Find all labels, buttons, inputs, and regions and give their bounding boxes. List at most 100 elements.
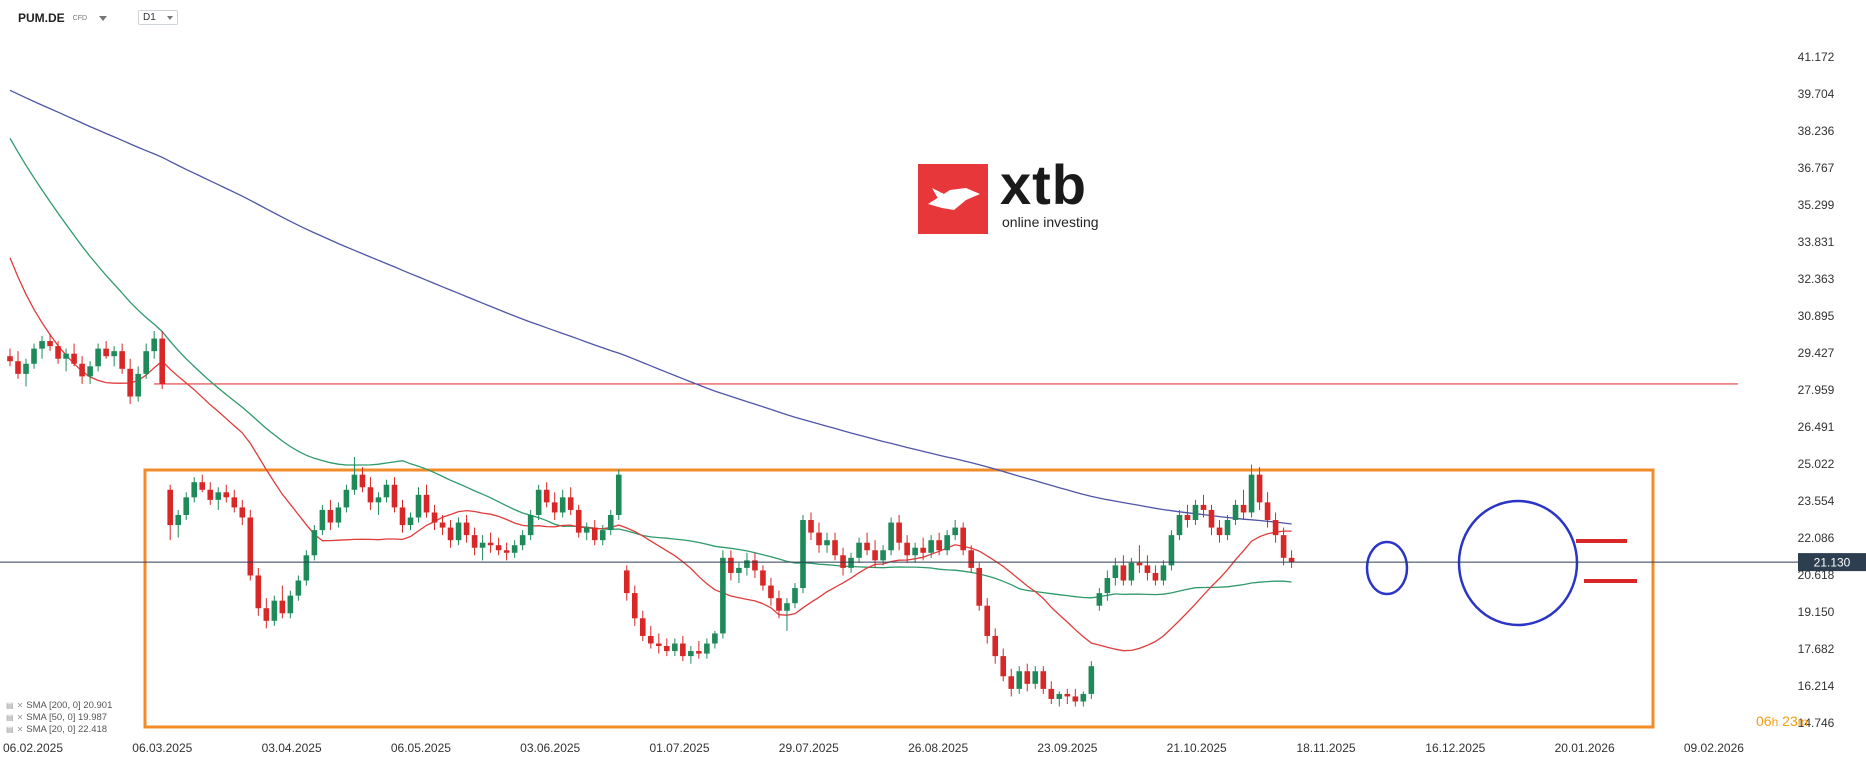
candle[interactable] [95, 343, 101, 372]
candle[interactable] [840, 547, 846, 576]
candle[interactable] [1168, 530, 1175, 571]
candle[interactable] [599, 525, 606, 546]
candle[interactable] [111, 346, 117, 367]
candle[interactable] [1248, 464, 1255, 518]
close-icon[interactable]: ✕ [16, 724, 24, 734]
candle[interactable] [367, 477, 374, 510]
candle[interactable] [728, 550, 734, 581]
candle[interactable] [143, 343, 149, 379]
candle[interactable] [824, 532, 830, 553]
candle[interactable] [159, 331, 165, 389]
candle[interactable] [1048, 681, 1055, 704]
candle[interactable] [439, 514, 446, 536]
legend-item[interactable]: ▤ ✕ SMA [50, 0] 19.987 [6, 711, 112, 723]
timeframe-select[interactable]: D1 [138, 10, 178, 25]
candle[interactable] [135, 366, 141, 402]
candle[interactable] [271, 595, 278, 626]
candle[interactable] [680, 635, 686, 662]
candle[interactable] [23, 358, 29, 387]
candle[interactable] [1064, 688, 1071, 704]
candle[interactable] [848, 552, 854, 573]
candle[interactable] [207, 482, 214, 505]
candle[interactable] [511, 540, 518, 558]
candle[interactable] [335, 502, 342, 528]
candle[interactable] [1096, 588, 1103, 611]
candle[interactable] [1232, 499, 1239, 526]
candle[interactable] [31, 343, 37, 369]
candle[interactable] [543, 482, 550, 508]
candle[interactable] [263, 598, 270, 629]
candle[interactable] [664, 638, 670, 657]
candle[interactable] [447, 520, 454, 548]
candle[interactable] [247, 509, 254, 581]
candle[interactable] [639, 610, 646, 641]
candle[interactable] [231, 489, 238, 513]
candle[interactable] [1208, 504, 1215, 536]
candle[interactable] [623, 565, 630, 601]
candle[interactable] [479, 535, 486, 561]
candle[interactable] [856, 537, 862, 563]
candle[interactable] [487, 532, 494, 553]
candle[interactable] [1280, 527, 1287, 566]
candle[interactable] [1000, 648, 1007, 682]
candle[interactable] [1264, 492, 1271, 528]
candle[interactable] [1056, 691, 1063, 707]
candle[interactable] [1120, 555, 1127, 586]
candle[interactable] [575, 504, 582, 538]
candle[interactable] [888, 517, 894, 556]
candle[interactable] [151, 331, 157, 359]
candle[interactable] [503, 542, 510, 561]
candle[interactable] [960, 522, 966, 556]
candle[interactable] [7, 348, 13, 367]
candle[interactable] [968, 545, 974, 573]
candle[interactable] [199, 474, 206, 493]
candle[interactable] [319, 504, 326, 536]
candle[interactable] [519, 530, 526, 551]
list-icon[interactable]: ▤ [6, 712, 14, 722]
candle[interactable] [239, 499, 246, 526]
candle[interactable] [1016, 666, 1023, 694]
candle[interactable] [359, 467, 366, 493]
candle[interactable] [103, 341, 109, 359]
candle[interactable] [351, 457, 358, 495]
legend-item[interactable]: ▤ ✕ SMA [200, 0] 20.901 [6, 699, 112, 711]
candle[interactable] [471, 527, 478, 556]
candle[interactable] [375, 492, 382, 515]
candle[interactable] [832, 532, 838, 561]
candle[interactable] [383, 479, 390, 503]
candle[interactable] [39, 336, 45, 359]
candle[interactable] [1072, 688, 1079, 707]
candle[interactable] [79, 356, 85, 384]
candle[interactable] [1288, 550, 1295, 568]
candle[interactable] [1224, 514, 1231, 541]
candle[interactable] [215, 487, 222, 510]
candle[interactable] [696, 640, 702, 659]
candle[interactable] [303, 550, 310, 586]
candle[interactable] [343, 484, 350, 513]
candle[interactable] [495, 537, 502, 556]
candle[interactable] [1088, 661, 1095, 699]
candle[interactable] [175, 509, 182, 538]
candle[interactable] [535, 484, 542, 521]
candle[interactable] [904, 535, 910, 563]
candle[interactable] [872, 540, 878, 568]
candle[interactable] [559, 489, 566, 518]
candle[interactable] [768, 577, 774, 606]
candle[interactable] [455, 517, 462, 546]
candle[interactable] [920, 537, 926, 561]
candle[interactable] [1008, 668, 1015, 697]
candle[interactable] [760, 565, 766, 591]
symbol-selector[interactable]: PUM.DE CFD [18, 10, 108, 26]
candle[interactable] [744, 552, 750, 576]
candle[interactable] [591, 520, 598, 546]
candle[interactable] [407, 512, 414, 531]
candle[interactable] [928, 535, 934, 558]
candle[interactable] [712, 630, 718, 649]
close-icon[interactable]: ✕ [16, 712, 24, 722]
candle[interactable] [551, 492, 558, 521]
candle[interactable] [527, 509, 534, 541]
candle[interactable] [1104, 570, 1111, 601]
candle[interactable] [415, 487, 422, 523]
candle[interactable] [1080, 691, 1087, 707]
